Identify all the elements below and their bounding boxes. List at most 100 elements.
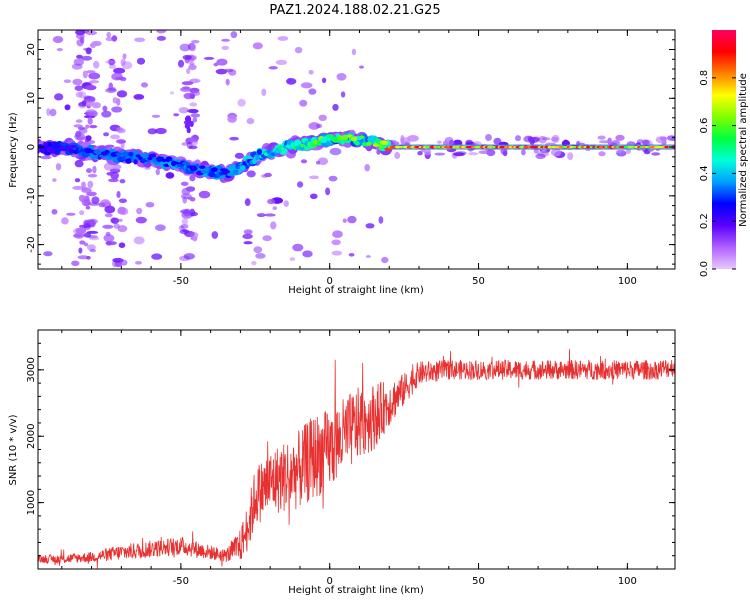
noise-blob [111, 35, 118, 42]
spectrogram-frame [37, 29, 676, 270]
colorbar-tick-label: 0.8 [699, 70, 710, 86]
noise-blob [192, 236, 198, 242]
noise-blob [105, 241, 117, 246]
ridge-blob [366, 141, 372, 146]
noise-blob [381, 256, 389, 264]
noise-blob [223, 68, 234, 73]
noise-blob [77, 255, 89, 260]
ridge-blob [344, 140, 351, 144]
noise-blob [299, 99, 308, 107]
noise-blob [270, 221, 277, 230]
noise-blob [104, 60, 117, 64]
ridge-blob [125, 158, 132, 164]
noise-blob [528, 136, 540, 143]
ridge-blob [122, 151, 131, 157]
noise-blob [145, 202, 155, 208]
noise-blob [81, 181, 86, 188]
noise-blob [190, 113, 201, 118]
noise-blob [115, 76, 126, 80]
ridge-blob [232, 169, 239, 175]
noise-blob [264, 172, 272, 178]
noise-blob [407, 135, 419, 142]
x-tick-label: 50 [472, 276, 485, 287]
noise-blob [283, 200, 289, 208]
noise-blob [40, 155, 52, 160]
colorbar-ticks: 0.0 0.2 0.4 0.6 0.8 [699, 70, 736, 277]
noise-blob [72, 185, 84, 190]
noise-blob [198, 190, 211, 199]
noise-blob [264, 213, 276, 217]
noise-blob [105, 88, 117, 93]
noise-blob [611, 140, 620, 146]
noise-blob [113, 223, 120, 229]
ridge-blob [340, 139, 346, 145]
noise-blob [317, 157, 329, 165]
noise-blob [243, 229, 253, 235]
ridge-blob [354, 141, 360, 146]
noise-blob [297, 181, 304, 188]
noise-blob [300, 82, 313, 89]
noise-blob [103, 234, 115, 243]
noise-blob [365, 223, 375, 229]
ridge-blob [161, 158, 167, 163]
noise-blob [76, 54, 83, 59]
y-tick-label: -20 [26, 236, 37, 252]
snr-content [38, 349, 675, 569]
noise-blob [261, 88, 267, 97]
noise-blob [91, 196, 100, 204]
noise-blob [615, 134, 625, 141]
ridge-blob [138, 156, 143, 160]
noise-blob [110, 134, 120, 140]
snr-plot-area [38, 330, 675, 569]
y-tick-label: 0 [26, 144, 37, 150]
ridge-blob [147, 156, 153, 161]
noise-blob [180, 87, 192, 92]
noise-blob [336, 73, 347, 81]
noise-blob [74, 132, 86, 141]
noise-blob [178, 107, 189, 114]
noise-blob [394, 151, 401, 160]
ridge-blob [195, 163, 200, 168]
ridge-blob [133, 159, 138, 165]
noise-blob [117, 225, 128, 233]
noise-blob [86, 135, 92, 141]
noise-blob [134, 37, 146, 43]
noise-blob [189, 120, 194, 127]
noise-blob [78, 127, 88, 134]
ridge-blob [68, 148, 75, 154]
noise-blob [359, 65, 364, 69]
ridge-blob [121, 155, 126, 161]
noise-blob [294, 46, 303, 54]
x-tick-label: 100 [618, 576, 637, 587]
y-tick-label: 1000 [26, 490, 37, 515]
snr-x-label: Height of straight line (km) [288, 585, 424, 596]
noise-blob [616, 149, 623, 154]
noise-blob [118, 242, 126, 248]
noise-blob [80, 37, 85, 44]
ridge-blob [316, 141, 322, 145]
noise-blob [253, 246, 263, 254]
noise-blob [93, 60, 100, 69]
noise-blob [78, 195, 89, 200]
noise-blob [318, 114, 327, 122]
ridge-blob [383, 140, 389, 146]
noise-blob [189, 197, 196, 202]
noise-blob [550, 148, 562, 157]
noise-blob [275, 59, 288, 65]
noise-blob [325, 187, 331, 196]
ridge-blob [359, 135, 365, 139]
ridge-blob [227, 172, 235, 177]
noise-blob [75, 30, 86, 36]
noise-blob [151, 114, 161, 118]
noise-blob [598, 140, 611, 144]
noise-blob [116, 191, 121, 198]
noise-blob [83, 96, 96, 104]
noise-blob [120, 58, 126, 66]
noise-blob [183, 253, 195, 260]
noise-blob [51, 209, 58, 215]
noise-blob [182, 54, 192, 60]
noise-blob [52, 36, 64, 43]
noise-blob [78, 229, 85, 236]
noise-blob [308, 69, 314, 75]
noise-blob [348, 253, 355, 257]
